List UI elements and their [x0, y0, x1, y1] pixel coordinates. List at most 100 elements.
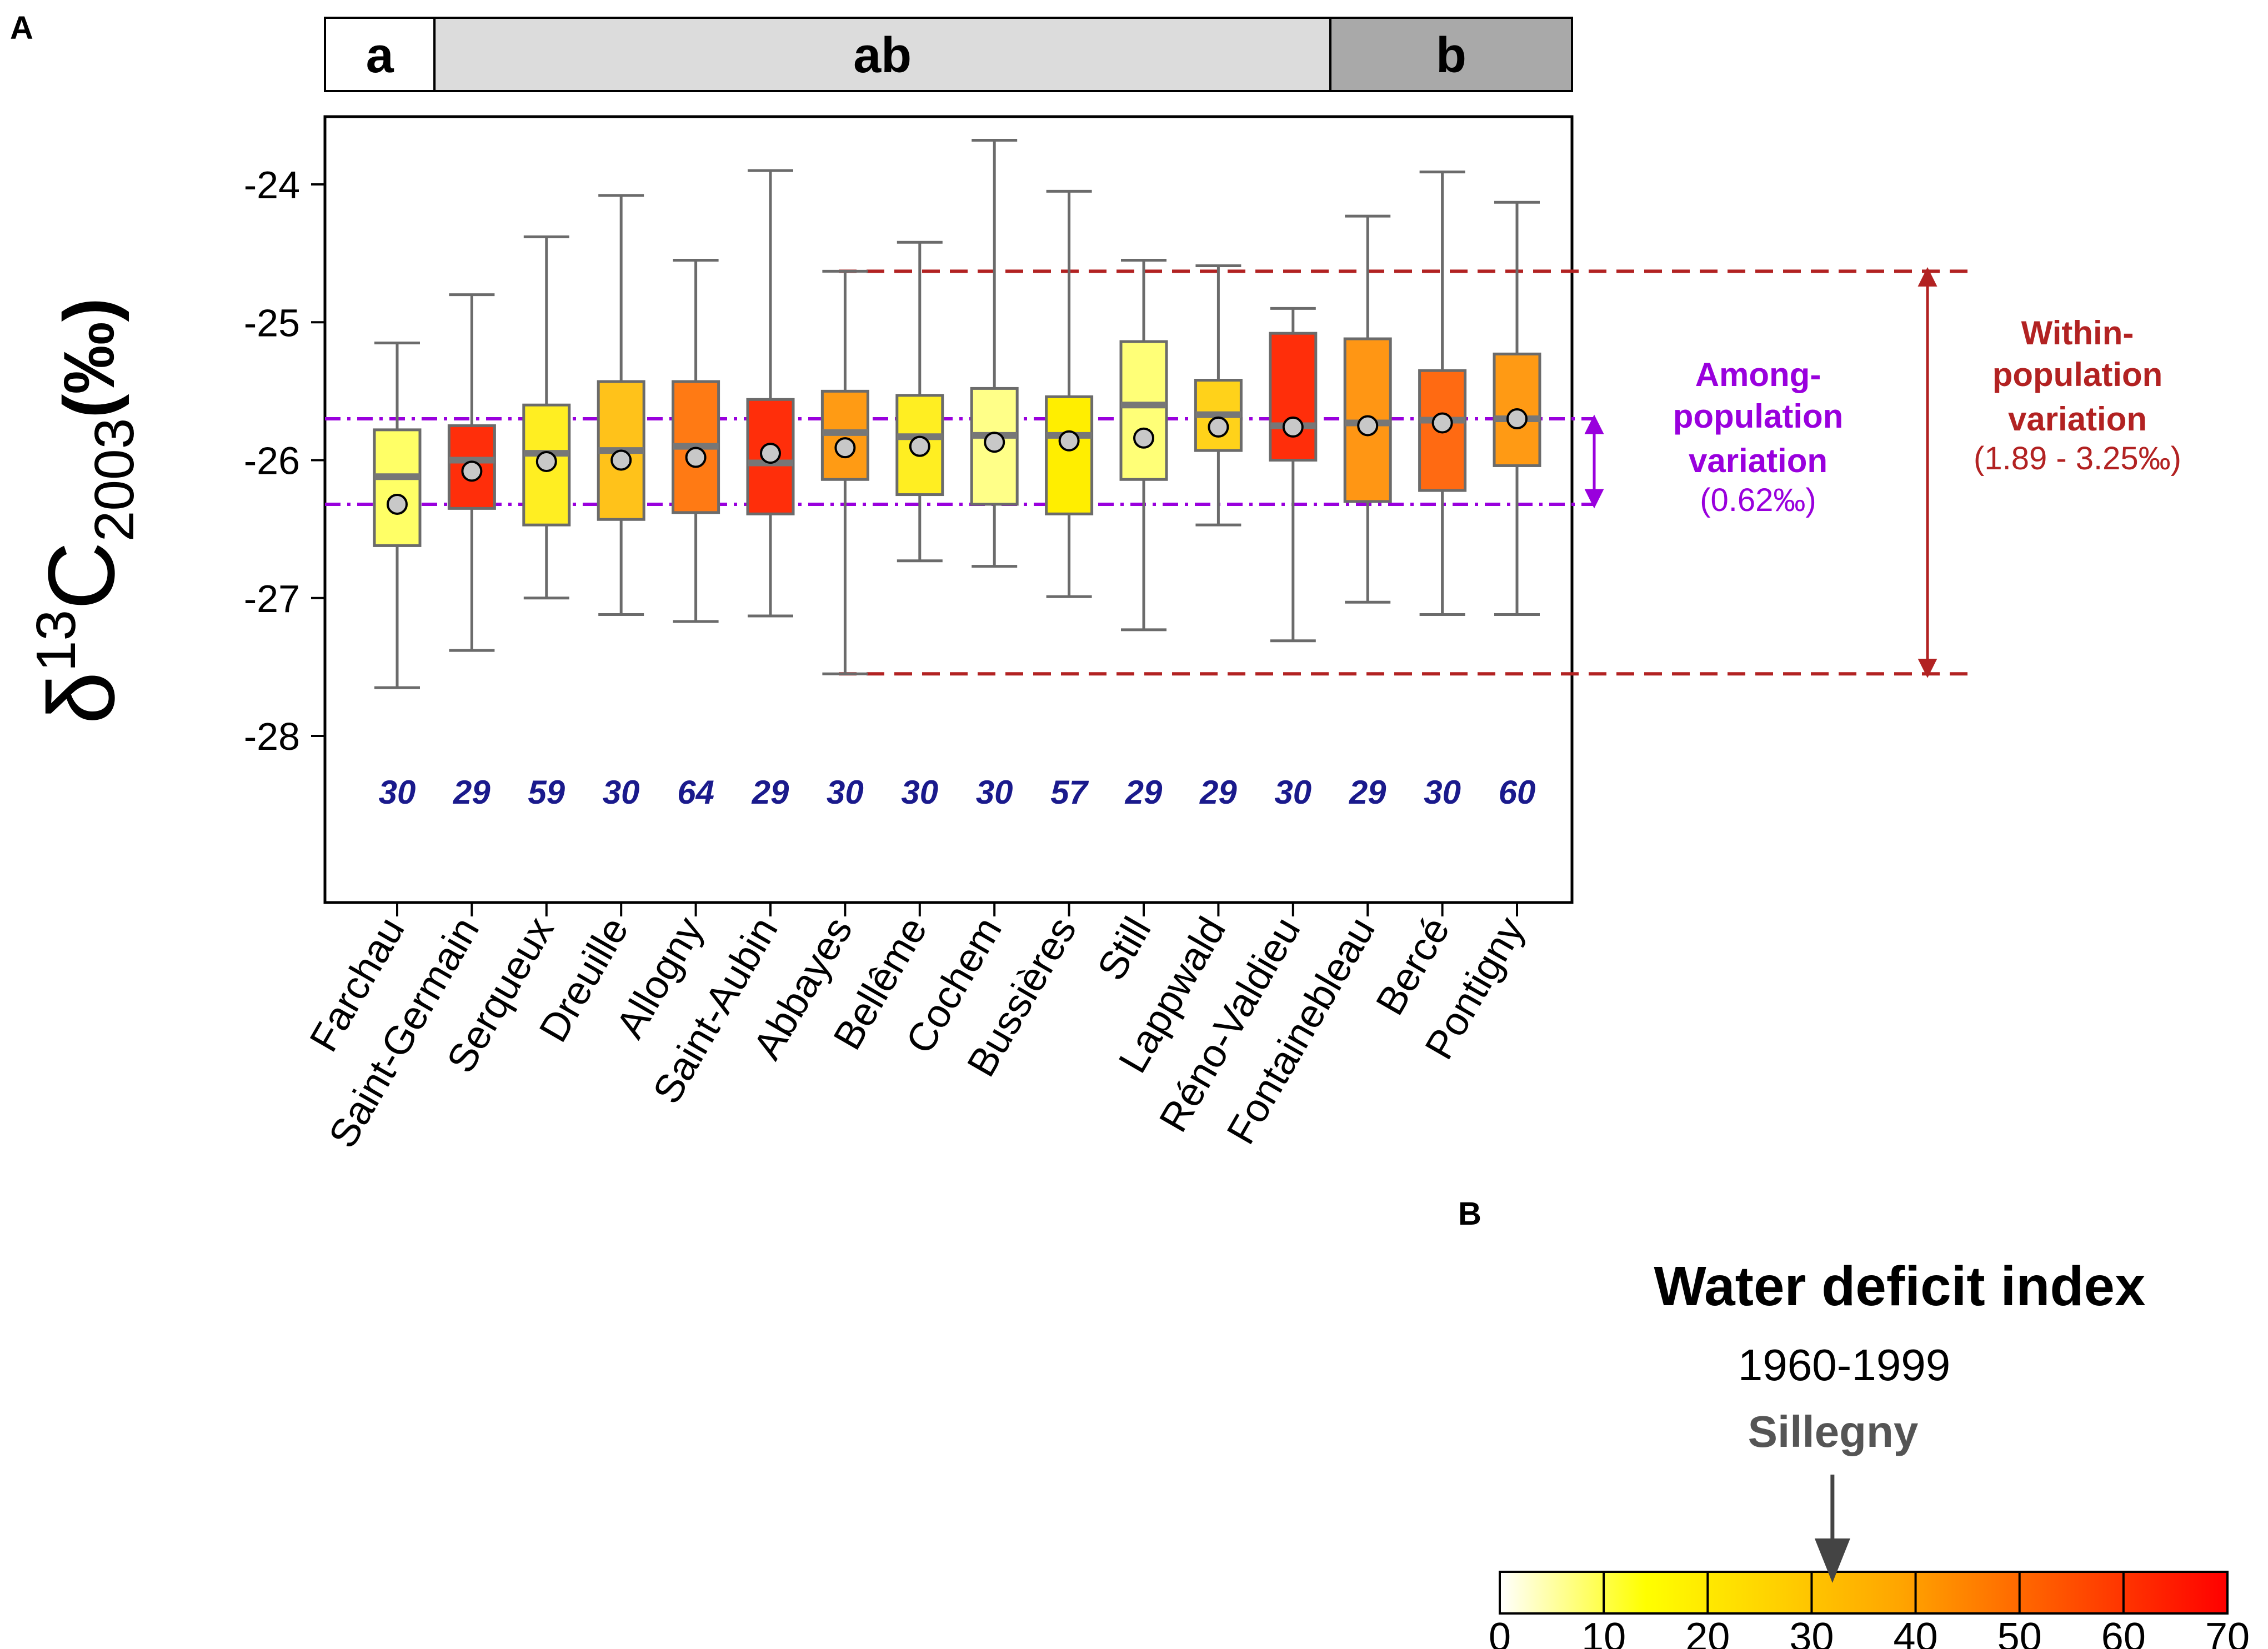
colorbar-tick-label: 50	[1997, 1615, 2042, 1649]
group-ab-label: ab	[853, 28, 912, 83]
y-label-unit: (‰)	[48, 298, 129, 418]
group-a-box	[324, 17, 436, 92]
group-a-label: a	[366, 28, 394, 83]
mean-point	[1133, 427, 1154, 449]
mean-point	[535, 450, 557, 472]
boxplot-r-no-valdieu	[1269, 307, 1318, 643]
x-axis: Farchau30Saint-Germain29Serqueux59Dreuil…	[302, 774, 1536, 1155]
plot-frame	[323, 115, 1574, 904]
colorbar-subtitle: 1960-1999	[1738, 1340, 1951, 1390]
mean-point	[1058, 430, 1080, 452]
y-tick-label: -27	[244, 577, 300, 620]
boxplot-farchau	[373, 341, 422, 689]
boxplot-abbayes	[820, 269, 869, 675]
boxplot-berc-	[1418, 171, 1467, 617]
sample-size-label: 64	[677, 774, 714, 811]
box-iqr	[1269, 332, 1318, 462]
mean-point	[610, 449, 632, 471]
y-axis: -28 -27 -26 -25 -24	[244, 163, 325, 758]
colorbar-tick-label: 0	[1489, 1615, 1511, 1649]
colorbar-marker-label: Sillegny	[1748, 1407, 1919, 1456]
category-label: Still	[1089, 910, 1160, 988]
y-label-isotope: 13	[25, 610, 87, 671]
colorbar-tick-label: 60	[2101, 1615, 2146, 1649]
sample-size-label: 30	[603, 774, 640, 811]
mean-point	[834, 437, 856, 459]
panel-b-label: B	[1458, 1196, 1481, 1232]
sample-size-label: 57	[1050, 774, 1089, 811]
among-label-line-3: variation	[1689, 442, 1828, 479]
colorbar-tick-label: 40	[1894, 1615, 1938, 1649]
mean-point	[760, 443, 781, 464]
sample-size-label: 30	[827, 774, 864, 811]
y-tick-label: -28	[244, 715, 300, 758]
colorbar-marker	[1814, 1475, 1850, 1583]
among-value: (0.62‰)	[1700, 482, 1816, 518]
sample-size-label: 30	[1424, 774, 1461, 811]
colorbar-ticks: 0 10 20 30 40 50 60 70	[1489, 1572, 2250, 1649]
within-label-line-2: population	[1992, 356, 2163, 393]
sample-size-label: 30	[901, 774, 938, 811]
significance-group-bar: a ab b	[324, 17, 1573, 92]
sample-size-label: 30	[976, 774, 1013, 811]
sample-size-label: 29	[1199, 774, 1237, 811]
panel-a-label: A	[10, 10, 33, 46]
boxplot-cochem	[970, 139, 1019, 568]
sample-size-label: 29	[453, 774, 490, 811]
colorbar-gradient	[1499, 1571, 2229, 1615]
boxplot-saint-germain	[447, 293, 496, 652]
sample-size-label: 29	[1349, 774, 1386, 811]
sample-size-label: 29	[1125, 774, 1163, 811]
box-iqr	[447, 424, 496, 510]
box-iqr	[373, 428, 422, 547]
sample-size-label: 60	[1499, 774, 1536, 811]
box-iqr	[1119, 340, 1168, 481]
group-b-label: b	[1436, 28, 1466, 83]
mean-point	[1357, 415, 1379, 437]
mean-point	[1282, 416, 1304, 438]
mean-point	[1208, 416, 1229, 438]
box-iqr	[970, 387, 1019, 506]
colorbar-title: Water deficit index	[1654, 1255, 2145, 1317]
boxplot-bussi-res	[1045, 189, 1094, 598]
variation-annotations: Among- population variation (0.62‰) With…	[1584, 267, 2181, 678]
colorbar-tick-label: 70	[2205, 1615, 2250, 1649]
boxplot-dreuille	[597, 194, 645, 617]
boxplot-serqueux	[522, 235, 571, 600]
variation-guides	[325, 269, 1972, 676]
y-label-year: 2003	[83, 418, 146, 542]
within-label-line-1: Within-	[2021, 314, 2134, 352]
mean-point	[461, 460, 483, 482]
y-label-element: C	[29, 542, 134, 610]
boxplot-allogny	[672, 259, 720, 623]
boxplot-bell-me	[895, 240, 944, 563]
mean-point	[984, 432, 1005, 453]
group-b-box	[1329, 17, 1573, 92]
colorbar-tick-label: 20	[1685, 1615, 1730, 1649]
boxplots	[373, 139, 1541, 689]
box-iqr	[895, 394, 944, 497]
among-label-line-1: Among-	[1695, 356, 1821, 393]
mean-point	[1431, 412, 1453, 434]
within-label-line-3: variation	[2008, 400, 2147, 438]
boxplot-pontigny	[1493, 201, 1541, 617]
y-tick-label: -25	[244, 301, 300, 344]
y-axis-label: δ13C2003(‰)	[25, 298, 146, 724]
boxplot-still	[1119, 259, 1168, 631]
sample-size-label: 30	[1274, 774, 1311, 811]
boxplot-lappwald	[1194, 264, 1243, 527]
y-label-delta: δ	[29, 671, 134, 724]
water-deficit-colorbar: Water deficit index 1960-1999 Sillegny 0…	[1489, 1255, 2250, 1649]
boxplot-fontainebleau	[1343, 214, 1392, 604]
y-tick-label: -24	[244, 163, 300, 207]
mean-point	[387, 493, 408, 515]
box-iqr	[1045, 395, 1094, 515]
sample-size-label: 30	[379, 774, 416, 811]
mean-point	[909, 435, 930, 457]
mean-point	[1506, 408, 1528, 430]
sample-size-label: 59	[528, 774, 565, 811]
group-ab-box	[433, 17, 1332, 92]
marker-head	[1814, 1538, 1850, 1583]
colorbar-tick-label: 10	[1581, 1615, 1626, 1649]
